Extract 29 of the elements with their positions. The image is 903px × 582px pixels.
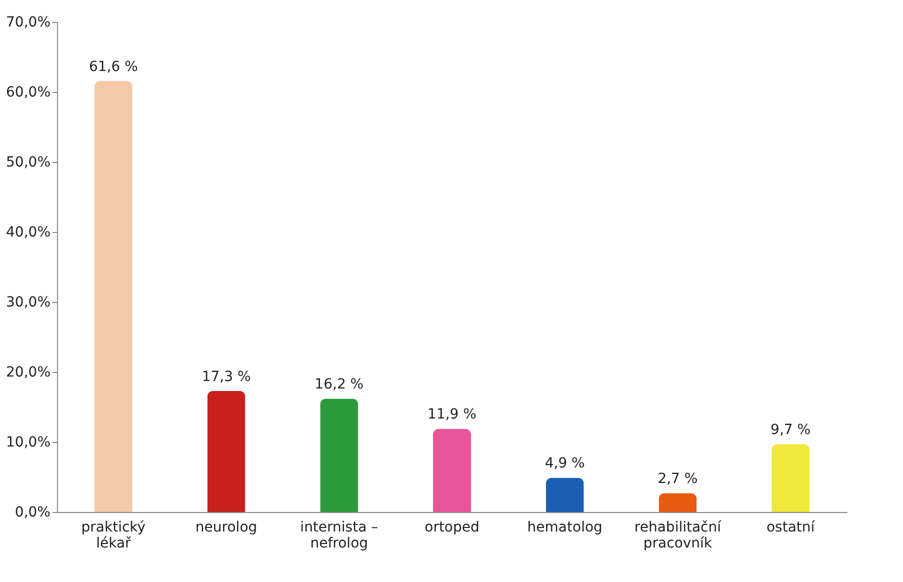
y-tick-label: 50,0% [6, 154, 50, 170]
data-label: 9,7 % [770, 422, 811, 438]
bar [658, 493, 697, 512]
data-label: 4,9 % [544, 456, 585, 472]
x-tick-label: rehabilitační pracovník [634, 520, 722, 552]
x-tick-label: praktický lékař [81, 520, 146, 552]
y-tick-label: 70,0% [6, 14, 50, 30]
y-tick-label: 0,0% [14, 504, 50, 520]
y-tick-label: 30,0% [6, 294, 50, 310]
bar [94, 80, 132, 512]
data-label: 61,6 % [88, 58, 138, 75]
data-label: 2,7 % [658, 471, 698, 488]
data-label: 17,3 % [202, 368, 251, 385]
bar [207, 390, 246, 512]
data-label: 16,2 % [314, 376, 364, 393]
y-tick-label: 60,0% [6, 84, 50, 100]
bar [546, 478, 584, 512]
bar [320, 398, 358, 512]
bar [433, 428, 471, 512]
y-tick-label: 10,0% [6, 434, 50, 450]
x-tick-label: neurolog [195, 520, 258, 536]
y-tick-label: 20,0% [6, 364, 50, 380]
x-tick-label: ostatní [766, 520, 816, 536]
x-tick-label: internista – nefrolog [300, 520, 378, 552]
y-tick-label: 40,0% [6, 224, 50, 240]
x-tick-label: hematolog [527, 520, 602, 536]
x-tick-label: ortoped [424, 520, 480, 536]
bar [772, 444, 810, 512]
data-label: 11,9 % [428, 406, 476, 423]
